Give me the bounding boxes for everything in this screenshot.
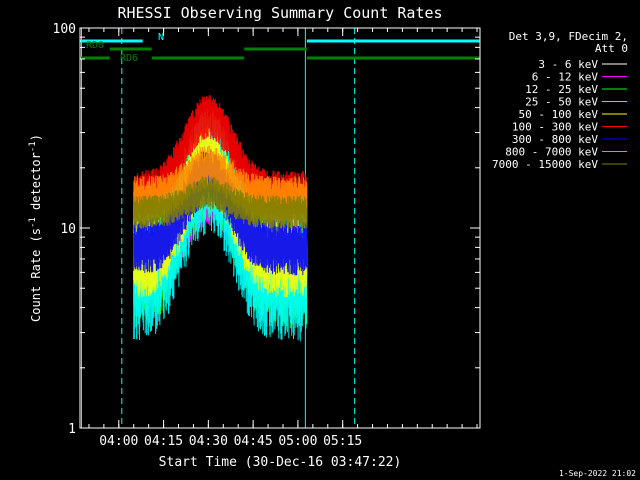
x-tick-label-2: 04:30 [189,434,228,449]
flag-label-n: N [158,32,164,43]
series-8-trace [133,176,308,229]
x-tick-label-5: 05:15 [323,434,362,449]
y-axis-label: Count Rate (s-1 detector-1) [28,134,43,322]
flag-bars-layer: N RD0 RD6 [80,32,480,64]
data-series-layer [133,95,308,342]
x-tick-label-0: 04:00 [99,434,138,449]
legend-label-0: 3 - 6 keV [538,58,598,71]
axes-layer: 04:00 04:15 04:30 04:45 05:00 05:15 1 10 100 [53,22,481,449]
legend-label-8: 7000 - 15000 keV [492,158,598,171]
legend-label-3: 25 - 50 keV [525,96,598,109]
x-tick-label-4: 05:00 [278,434,317,449]
legend-label-6: 300 - 800 keV [512,133,598,146]
legend-label-5: 100 - 300 keV [512,121,598,134]
y-tick-label-1: 10 [60,222,76,237]
legend-label-2: 12 - 25 keV [525,83,598,96]
flag-label-rd0: RD0 [86,40,104,51]
x-axis-label: Start Time (30-Dec-16 03:47:22) [159,455,402,470]
legend-label-7: 800 - 7000 keV [505,146,598,159]
x-tick-label-1: 04:15 [144,434,183,449]
y-tick-label-2: 100 [53,22,76,37]
y-tick-label-0: 1 [68,422,76,437]
legend-header-line-1: Det 3,9, FDecim 2, [509,30,628,43]
legend-header-line-2: Att 0 [595,42,628,55]
legend-label-4: 50 - 100 keV [519,108,599,121]
x-tick-label-3: 04:45 [234,434,273,449]
legend-label-1: 6 - 12 keV [532,71,599,84]
chart-title: RHESSI Observing Summary Count Rates [117,4,442,22]
timestamp: 1-Sep-2022 21:02 [559,469,636,478]
flag-label-rd6: RD6 [120,53,138,64]
